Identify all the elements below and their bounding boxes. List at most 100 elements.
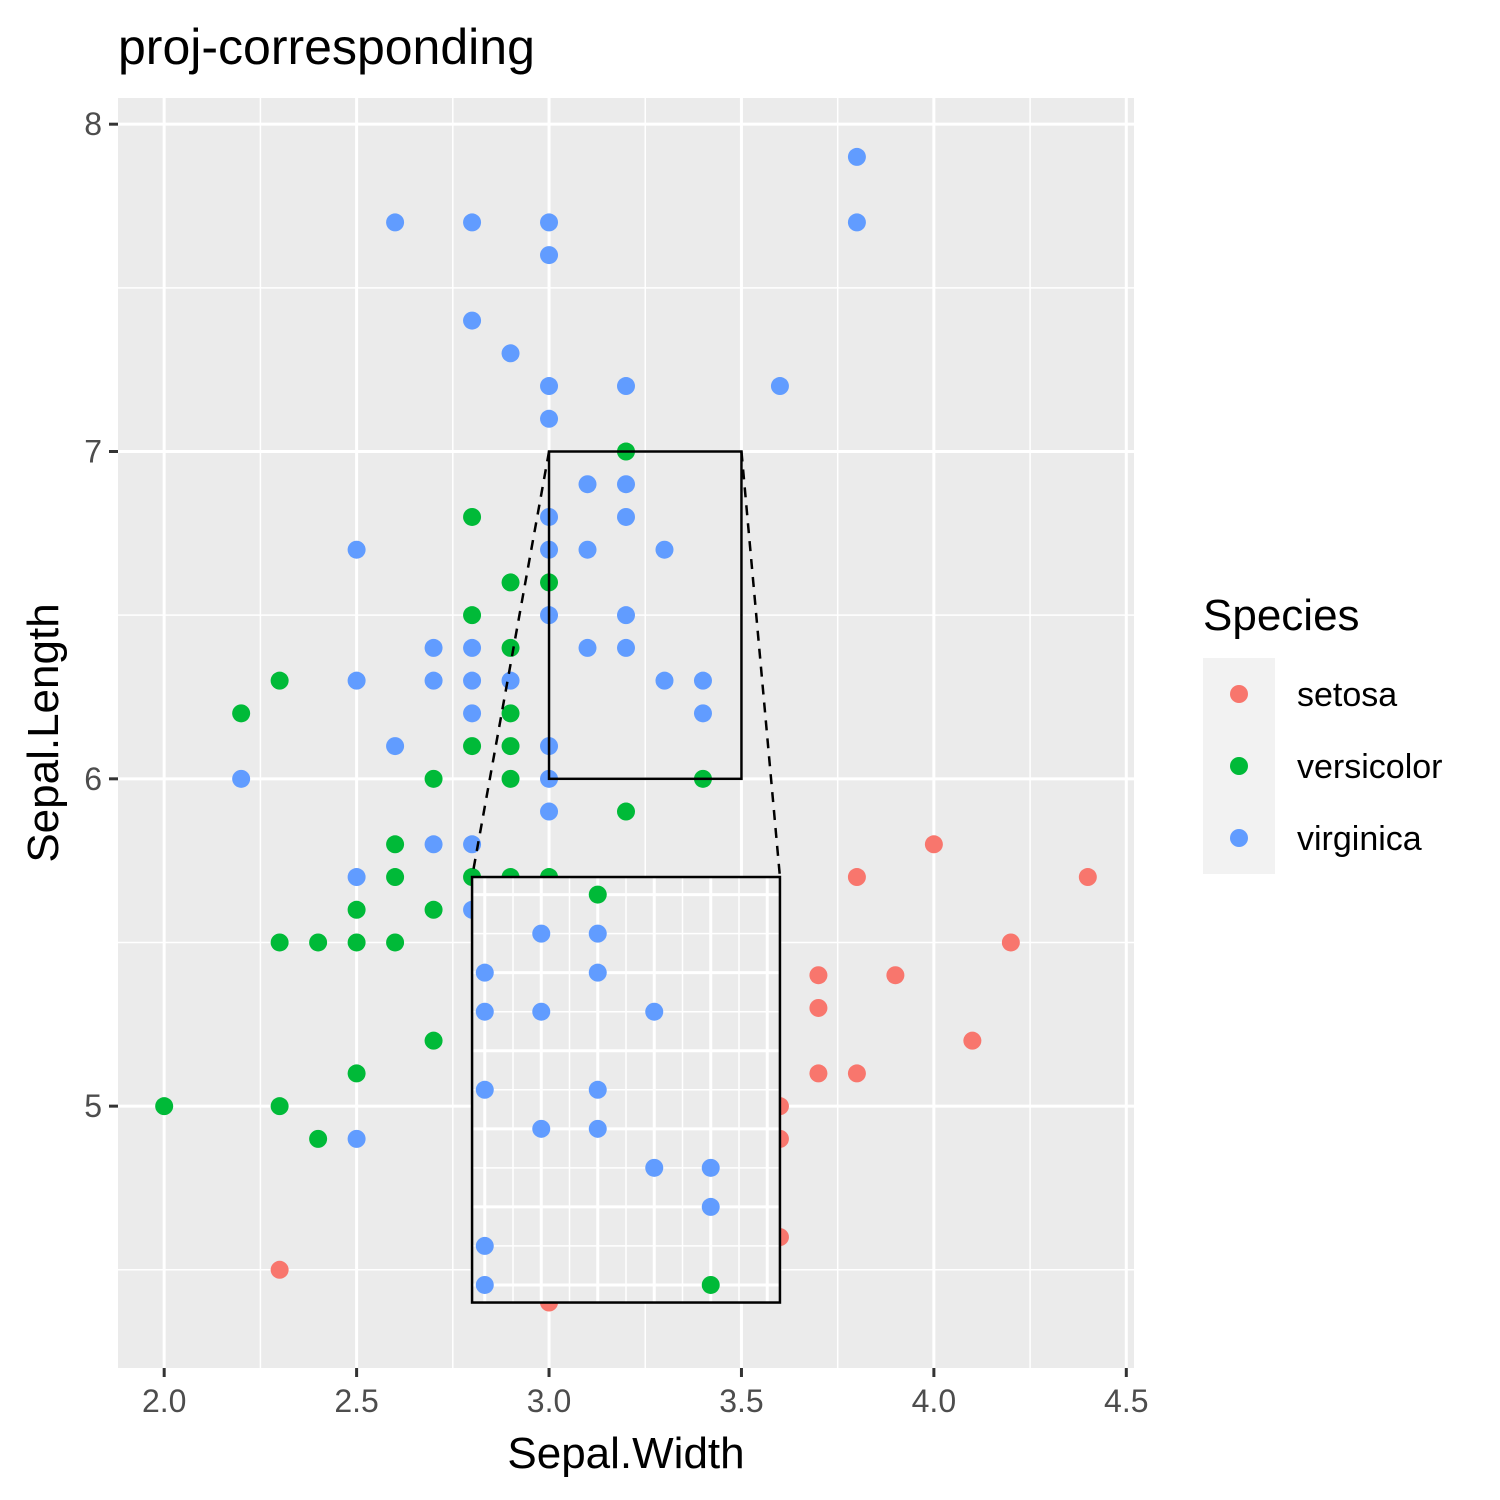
point-virginica bbox=[347, 868, 366, 887]
point-virginica bbox=[578, 475, 597, 494]
x-tick-label: 3.5 bbox=[719, 1383, 763, 1419]
y-tick-label: 8 bbox=[84, 106, 102, 142]
legend-items: setosa versicolor virginica bbox=[1230, 676, 1442, 858]
inset-point-virginica bbox=[532, 1119, 551, 1138]
point-versicolor bbox=[270, 933, 289, 952]
point-virginica bbox=[463, 638, 482, 657]
x-axis-title: Sepal.Width bbox=[507, 1429, 744, 1478]
chart-title: proj-corresponding bbox=[118, 19, 535, 75]
point-virginica bbox=[347, 671, 366, 690]
point-virginica bbox=[232, 769, 251, 788]
point-virginica bbox=[540, 246, 559, 265]
point-versicolor bbox=[501, 737, 520, 756]
zoom-overlay bbox=[470, 450, 782, 1304]
point-versicolor bbox=[501, 573, 520, 592]
point-versicolor bbox=[424, 900, 443, 919]
point-virginica bbox=[693, 704, 712, 723]
point-virginica bbox=[501, 344, 520, 363]
point-setosa bbox=[809, 966, 828, 985]
point-virginica bbox=[617, 606, 635, 625]
inset-point-virginica bbox=[475, 1275, 494, 1294]
x-tick-label: 2.0 bbox=[142, 1383, 186, 1419]
point-setosa bbox=[1078, 868, 1097, 887]
zoom-inset-points bbox=[475, 885, 720, 1294]
legend-label-versicolor: versicolor bbox=[1297, 748, 1442, 786]
inset-point-virginica bbox=[645, 1158, 664, 1177]
point-virginica bbox=[386, 737, 405, 756]
legend-key-versicolor bbox=[1230, 757, 1248, 775]
inset-point-versicolor bbox=[588, 885, 607, 904]
point-versicolor bbox=[347, 900, 366, 919]
point-setosa bbox=[963, 1031, 982, 1050]
point-virginica bbox=[347, 540, 366, 559]
inset-point-virginica bbox=[588, 963, 607, 982]
point-versicolor bbox=[386, 868, 405, 887]
x-axis-ticks: 2.0 2.5 3.0 3.5 4.0 4.5 bbox=[142, 1368, 1149, 1419]
zoom-source-box bbox=[547, 450, 743, 781]
point-virginica bbox=[540, 213, 559, 232]
point-virginica bbox=[386, 213, 405, 232]
point-virginica bbox=[847, 213, 866, 232]
x-tick-label: 4.0 bbox=[912, 1383, 956, 1419]
x-tick-label: 4.5 bbox=[1104, 1383, 1148, 1419]
point-virginica bbox=[424, 835, 443, 854]
inset-point-virginica bbox=[701, 1197, 720, 1216]
point-virginica bbox=[617, 475, 635, 494]
point-virginica bbox=[655, 671, 674, 690]
point-versicolor bbox=[424, 1031, 443, 1050]
point-virginica bbox=[540, 409, 559, 428]
point-virginica bbox=[770, 377, 789, 396]
point-virginica bbox=[540, 377, 559, 396]
point-virginica bbox=[578, 540, 597, 559]
point-setosa bbox=[809, 1064, 828, 1083]
y-axis-title: Sepal.Length bbox=[19, 603, 68, 862]
zoom-inset-box bbox=[470, 875, 782, 1304]
inset-point-virginica bbox=[475, 963, 494, 982]
point-setosa bbox=[270, 1260, 289, 1279]
inset-point-virginica bbox=[532, 924, 551, 943]
y-axis-ticks: 5 6 7 8 bbox=[84, 106, 118, 1124]
inset-point-virginica bbox=[645, 1002, 664, 1021]
point-versicolor bbox=[463, 737, 482, 756]
point-versicolor bbox=[386, 933, 405, 952]
point-versicolor bbox=[232, 704, 251, 723]
point-versicolor bbox=[347, 1064, 366, 1083]
point-versicolor bbox=[501, 638, 520, 657]
inset-point-virginica bbox=[588, 1119, 607, 1138]
point-virginica bbox=[617, 507, 635, 526]
point-setosa bbox=[809, 998, 828, 1017]
point-virginica bbox=[501, 671, 520, 690]
legend: Species setosa versicolor virginica bbox=[1203, 591, 1442, 874]
point-virginica bbox=[463, 213, 482, 232]
point-setosa bbox=[1001, 933, 1020, 952]
point-virginica bbox=[655, 540, 674, 559]
point-setosa bbox=[886, 966, 905, 985]
legend-label-virginica: virginica bbox=[1297, 820, 1422, 858]
point-virginica bbox=[578, 638, 597, 657]
inset-point-virginica bbox=[588, 1080, 607, 1099]
legend-key-virginica bbox=[1230, 829, 1248, 847]
point-setosa bbox=[847, 868, 866, 887]
point-versicolor bbox=[463, 606, 482, 625]
point-virginica bbox=[347, 1129, 366, 1148]
point-virginica bbox=[463, 311, 482, 330]
point-versicolor bbox=[386, 835, 405, 854]
zoom-connector-left bbox=[470, 451, 551, 878]
point-versicolor bbox=[501, 769, 520, 788]
legend-key-setosa bbox=[1230, 685, 1248, 703]
point-versicolor bbox=[463, 507, 482, 526]
inset-point-virginica bbox=[701, 1158, 720, 1177]
point-setosa bbox=[924, 835, 943, 854]
point-virginica bbox=[424, 638, 443, 657]
y-tick-label: 5 bbox=[84, 1088, 102, 1124]
legend-title: Species bbox=[1203, 591, 1360, 640]
point-virginica bbox=[617, 638, 635, 657]
point-setosa bbox=[847, 1064, 866, 1083]
point-virginica bbox=[693, 671, 712, 690]
point-versicolor bbox=[270, 671, 289, 690]
legend-label-setosa: setosa bbox=[1297, 676, 1397, 714]
x-tick-label: 3.0 bbox=[527, 1383, 571, 1419]
point-virginica bbox=[463, 704, 482, 723]
point-versicolor bbox=[617, 802, 635, 821]
